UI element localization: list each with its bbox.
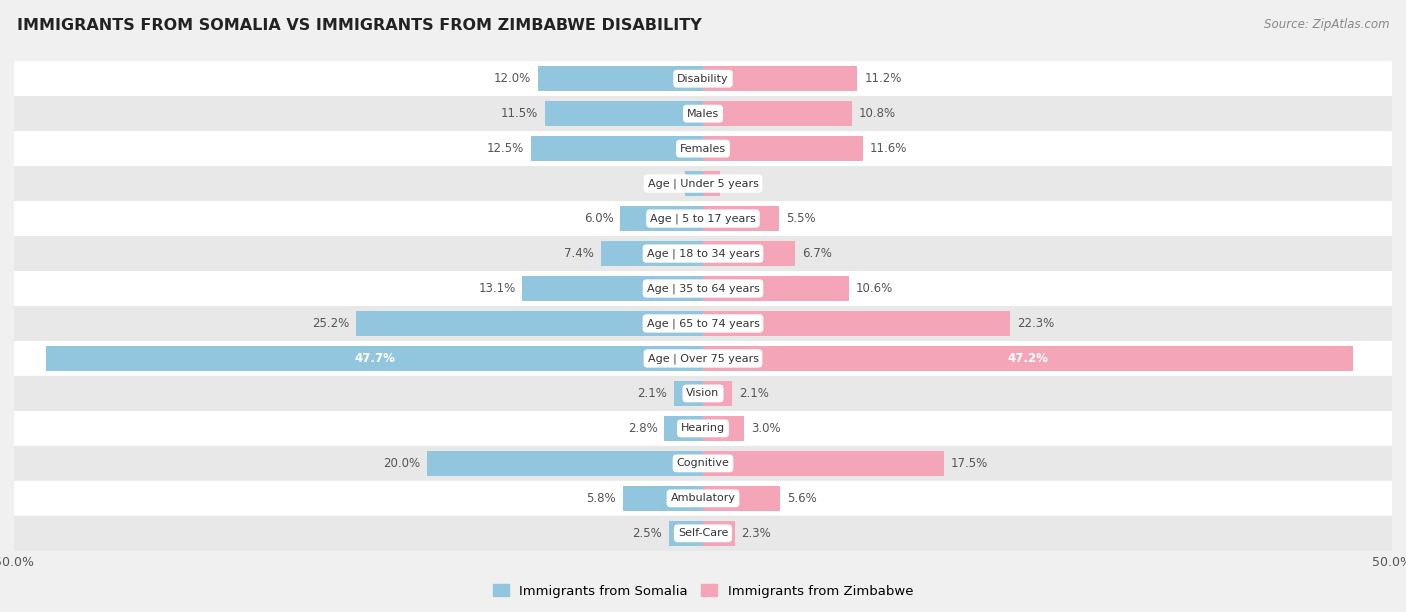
Text: 10.8%: 10.8% (859, 107, 896, 120)
FancyBboxPatch shape (14, 61, 1392, 96)
Text: 11.6%: 11.6% (870, 142, 907, 155)
FancyBboxPatch shape (14, 306, 1392, 341)
Bar (669, 521, 703, 546)
Bar (544, 101, 703, 126)
FancyBboxPatch shape (14, 411, 1392, 446)
Bar (46, 346, 703, 371)
Text: 12.5%: 12.5% (486, 142, 524, 155)
Text: 5.8%: 5.8% (586, 492, 616, 505)
Text: Age | 65 to 74 years: Age | 65 to 74 years (647, 318, 759, 329)
Text: 2.3%: 2.3% (741, 527, 772, 540)
Text: 2.1%: 2.1% (738, 387, 769, 400)
Text: 47.7%: 47.7% (354, 352, 395, 365)
Text: 6.0%: 6.0% (583, 212, 613, 225)
FancyBboxPatch shape (14, 131, 1392, 166)
Bar (673, 381, 703, 406)
FancyBboxPatch shape (14, 516, 1392, 551)
Text: Age | Over 75 years: Age | Over 75 years (648, 353, 758, 364)
Text: 1.2%: 1.2% (727, 177, 756, 190)
Legend: Immigrants from Somalia, Immigrants from Zimbabwe: Immigrants from Somalia, Immigrants from… (488, 579, 918, 603)
Text: 25.2%: 25.2% (312, 317, 349, 330)
Text: Ambulatory: Ambulatory (671, 493, 735, 503)
Bar (665, 416, 703, 441)
Text: Cognitive: Cognitive (676, 458, 730, 468)
Text: Age | 5 to 17 years: Age | 5 to 17 years (650, 214, 756, 224)
Text: 12.0%: 12.0% (494, 72, 531, 85)
FancyBboxPatch shape (14, 96, 1392, 131)
Bar (685, 171, 703, 196)
Text: 3.0%: 3.0% (751, 422, 780, 435)
Text: 11.2%: 11.2% (865, 72, 901, 85)
Bar (537, 66, 703, 91)
Text: 13.1%: 13.1% (478, 282, 516, 295)
Text: 2.5%: 2.5% (631, 527, 662, 540)
Text: 7.4%: 7.4% (564, 247, 595, 260)
Text: 22.3%: 22.3% (1017, 317, 1054, 330)
FancyBboxPatch shape (14, 481, 1392, 516)
Text: IMMIGRANTS FROM SOMALIA VS IMMIGRANTS FROM ZIMBABWE DISABILITY: IMMIGRANTS FROM SOMALIA VS IMMIGRANTS FR… (17, 18, 702, 34)
Bar (356, 311, 703, 336)
Bar (703, 241, 796, 266)
Bar (703, 276, 849, 301)
Text: 5.6%: 5.6% (787, 492, 817, 505)
Text: Males: Males (688, 109, 718, 119)
Bar (427, 451, 703, 476)
Bar (703, 311, 1011, 336)
Bar (703, 171, 720, 196)
Bar (703, 136, 863, 161)
Text: 10.6%: 10.6% (856, 282, 893, 295)
Text: Age | 35 to 64 years: Age | 35 to 64 years (647, 283, 759, 294)
Text: 2.1%: 2.1% (637, 387, 668, 400)
Text: Females: Females (681, 144, 725, 154)
Text: Hearing: Hearing (681, 424, 725, 433)
Bar (703, 381, 733, 406)
Text: 6.7%: 6.7% (803, 247, 832, 260)
Text: Age | 18 to 34 years: Age | 18 to 34 years (647, 248, 759, 259)
Bar (703, 486, 780, 511)
FancyBboxPatch shape (14, 271, 1392, 306)
FancyBboxPatch shape (14, 201, 1392, 236)
FancyBboxPatch shape (14, 341, 1392, 376)
Text: 5.5%: 5.5% (786, 212, 815, 225)
Text: 2.8%: 2.8% (628, 422, 658, 435)
Text: Source: ZipAtlas.com: Source: ZipAtlas.com (1264, 18, 1389, 31)
Bar (703, 346, 1354, 371)
Bar (600, 241, 703, 266)
Text: 20.0%: 20.0% (384, 457, 420, 470)
Bar (623, 486, 703, 511)
Text: 11.5%: 11.5% (501, 107, 537, 120)
Bar (703, 521, 735, 546)
FancyBboxPatch shape (14, 166, 1392, 201)
Bar (620, 206, 703, 231)
Text: Age | Under 5 years: Age | Under 5 years (648, 178, 758, 189)
FancyBboxPatch shape (14, 376, 1392, 411)
FancyBboxPatch shape (14, 236, 1392, 271)
Bar (523, 276, 703, 301)
Text: Vision: Vision (686, 389, 720, 398)
Bar (703, 206, 779, 231)
Text: 1.3%: 1.3% (648, 177, 678, 190)
Bar (703, 66, 858, 91)
Text: Self-Care: Self-Care (678, 528, 728, 539)
Text: 47.2%: 47.2% (1008, 352, 1049, 365)
Text: 17.5%: 17.5% (950, 457, 988, 470)
Bar (703, 451, 945, 476)
Bar (531, 136, 703, 161)
Bar (703, 416, 744, 441)
Bar (703, 101, 852, 126)
Text: Disability: Disability (678, 73, 728, 84)
FancyBboxPatch shape (14, 446, 1392, 481)
